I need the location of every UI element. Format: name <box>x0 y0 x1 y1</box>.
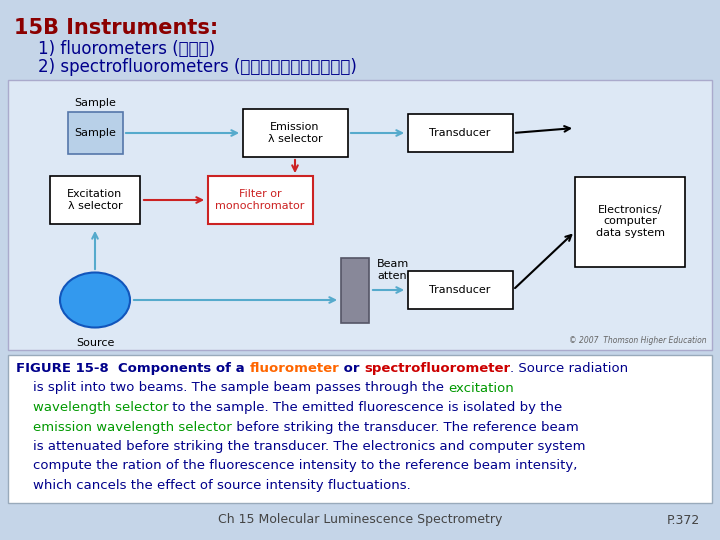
Text: compute the ration of the fluorescence intensity to the reference beam intensity: compute the ration of the fluorescence i… <box>16 460 577 472</box>
FancyBboxPatch shape <box>50 176 140 224</box>
Text: wavelength selector: wavelength selector <box>16 401 168 414</box>
Text: Excitation
λ selector: Excitation λ selector <box>68 189 122 211</box>
FancyBboxPatch shape <box>575 177 685 267</box>
Text: is attenuated before striking the transducer. The electronics and computer syste: is attenuated before striking the transd… <box>16 440 585 453</box>
FancyBboxPatch shape <box>8 355 712 503</box>
Text: Sample: Sample <box>74 128 116 138</box>
Text: Transducer: Transducer <box>429 285 491 295</box>
FancyBboxPatch shape <box>243 109 348 157</box>
Text: emission wavelength selector: emission wavelength selector <box>33 421 232 434</box>
Text: P.372: P.372 <box>667 514 700 526</box>
Ellipse shape <box>60 273 130 327</box>
Text: which cancels the effect of source intensity fluctuations.: which cancels the effect of source inten… <box>16 479 410 492</box>
FancyBboxPatch shape <box>8 80 712 350</box>
Text: Transducer: Transducer <box>429 128 491 138</box>
Text: spectrofluorometer: spectrofluorometer <box>364 362 510 375</box>
Text: Filter or
monochromator: Filter or monochromator <box>215 189 305 211</box>
Text: excitation: excitation <box>449 381 514 395</box>
Text: 2) spectrofluorometers (光譜螢光計，螢光光譜儀): 2) spectrofluorometers (光譜螢光計，螢光光譜儀) <box>38 58 357 76</box>
Text: Ch 15 Molecular Luminescence Spectrometry: Ch 15 Molecular Luminescence Spectrometr… <box>218 514 502 526</box>
Text: FIGURE 15-8  Components of a: FIGURE 15-8 Components of a <box>16 362 249 375</box>
FancyBboxPatch shape <box>207 176 312 224</box>
Text: Emission
λ selector: Emission λ selector <box>268 122 323 144</box>
Text: or: or <box>339 362 364 375</box>
Text: fluorometer: fluorometer <box>249 362 339 375</box>
Text: 15B Instruments:: 15B Instruments: <box>14 18 218 38</box>
Text: to the sample. The emitted fluorescence is isolated by the: to the sample. The emitted fluorescence … <box>168 401 563 414</box>
FancyBboxPatch shape <box>68 112 122 154</box>
Text: Beam
attenuator: Beam attenuator <box>377 259 436 281</box>
Text: Sample: Sample <box>74 98 116 108</box>
FancyBboxPatch shape <box>408 114 513 152</box>
Text: is split into two beams. The sample beam passes through the: is split into two beams. The sample beam… <box>16 381 449 395</box>
Text: before striking the transducer. The reference beam: before striking the transducer. The refe… <box>232 421 578 434</box>
Text: Source: Source <box>76 338 114 348</box>
FancyBboxPatch shape <box>341 258 369 322</box>
Text: . Source radiation: . Source radiation <box>510 362 629 375</box>
Text: © 2007  Thomson Higher Education: © 2007 Thomson Higher Education <box>570 336 707 345</box>
Text: Electronics/
computer
data system: Electronics/ computer data system <box>595 205 665 238</box>
Text: 1) fluorometers (螢光計): 1) fluorometers (螢光計) <box>38 40 215 58</box>
FancyBboxPatch shape <box>408 271 513 309</box>
